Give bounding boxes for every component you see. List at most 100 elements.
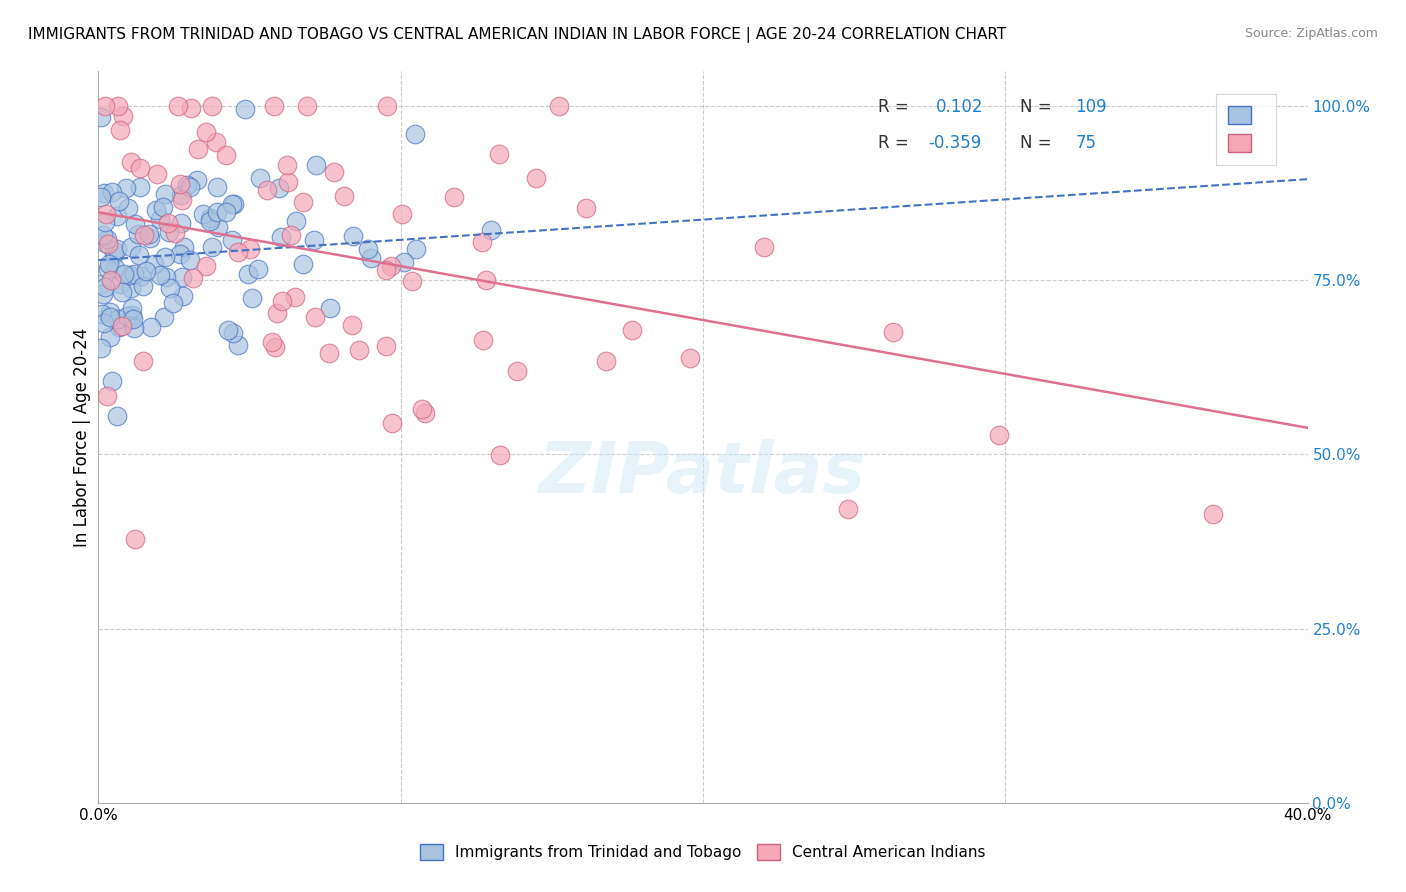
Point [134, 228, 156, 243]
Point [304, 310, 326, 324]
Point [238, 267, 260, 281]
Point [413, 406, 436, 420]
Point [263, 99, 285, 113]
Point [270, 229, 292, 244]
Point [276, 158, 298, 172]
Point [392, 255, 415, 269]
Point [124, 532, 146, 546]
Point [270, 293, 292, 308]
Point [221, 326, 243, 340]
Point [111, 285, 134, 300]
Point [169, 177, 191, 191]
Point [201, 240, 224, 254]
Point [471, 333, 494, 347]
Point [121, 308, 143, 322]
Point [181, 271, 204, 285]
Point [105, 209, 128, 223]
Point [401, 274, 423, 288]
Text: 75: 75 [1076, 134, 1097, 153]
Point [837, 501, 859, 516]
Point [256, 182, 278, 196]
Point [304, 233, 326, 247]
Point [291, 194, 314, 209]
Y-axis label: In Labor Force | Age 20-24: In Labor Force | Age 20-24 [73, 327, 91, 547]
Point [97, 262, 120, 277]
Point [1202, 508, 1225, 522]
Point [96, 389, 118, 403]
Legend: Immigrants from Trinidad and Tobago, Central American Indians: Immigrants from Trinidad and Tobago, Cen… [415, 838, 991, 866]
Point [198, 211, 221, 225]
Point [155, 186, 177, 201]
Text: IMMIGRANTS FROM TRINIDAD AND TOBAGO VS CENTRAL AMERICAN INDIAN IN LABOR FORCE | : IMMIGRANTS FROM TRINIDAD AND TOBAGO VS C… [28, 27, 1007, 43]
Point [93, 235, 115, 250]
Point [186, 172, 208, 186]
Point [169, 247, 191, 261]
Point [172, 193, 194, 207]
Point [239, 242, 262, 256]
Point [157, 216, 180, 230]
Point [170, 216, 193, 230]
Point [105, 242, 128, 256]
Point [107, 99, 129, 113]
Point [285, 213, 308, 227]
Point [505, 364, 527, 378]
Point [411, 402, 433, 417]
Point [121, 312, 143, 326]
Point [221, 233, 243, 247]
Point [201, 99, 224, 113]
Point [170, 187, 193, 202]
Point [94, 280, 117, 294]
Point [90, 190, 112, 204]
Point [471, 235, 494, 249]
Point [162, 296, 184, 310]
Point [172, 289, 194, 303]
Point [215, 205, 238, 219]
Point [291, 257, 314, 271]
Point [121, 301, 143, 315]
Point [120, 281, 142, 295]
Point [342, 318, 364, 332]
Point [103, 244, 125, 258]
Point [297, 99, 319, 113]
Point [222, 196, 245, 211]
Point [266, 306, 288, 320]
Point [375, 99, 398, 113]
Point [108, 277, 131, 291]
Text: 0.102: 0.102 [936, 97, 984, 116]
Text: ZIPatlas: ZIPatlas [540, 439, 866, 508]
Point [107, 311, 129, 326]
Point [90, 111, 112, 125]
Point [98, 329, 121, 343]
Point [153, 250, 176, 264]
Point [135, 264, 157, 278]
Point [170, 269, 193, 284]
Point [524, 171, 547, 186]
Point [107, 194, 129, 209]
Point [391, 207, 413, 221]
Point [678, 351, 700, 365]
Point [235, 103, 257, 117]
Legend: , : , [1216, 94, 1275, 164]
Point [104, 260, 127, 275]
Point [93, 186, 115, 200]
Point [176, 178, 198, 192]
Point [226, 338, 249, 352]
Point [173, 240, 195, 254]
Point [205, 204, 228, 219]
Point [90, 307, 112, 321]
Point [118, 268, 141, 283]
Point [97, 256, 120, 270]
Point [267, 181, 290, 195]
Point [179, 180, 201, 194]
Point [240, 292, 263, 306]
Point [145, 203, 167, 218]
Point [114, 181, 136, 195]
Point [180, 101, 202, 115]
Point [217, 322, 239, 336]
Text: Source: ZipAtlas.com: Source: ZipAtlas.com [1244, 27, 1378, 40]
Text: -0.359: -0.359 [928, 134, 981, 153]
Point [90, 277, 112, 291]
Point [132, 354, 155, 368]
Point [342, 229, 364, 244]
Point [375, 262, 398, 277]
